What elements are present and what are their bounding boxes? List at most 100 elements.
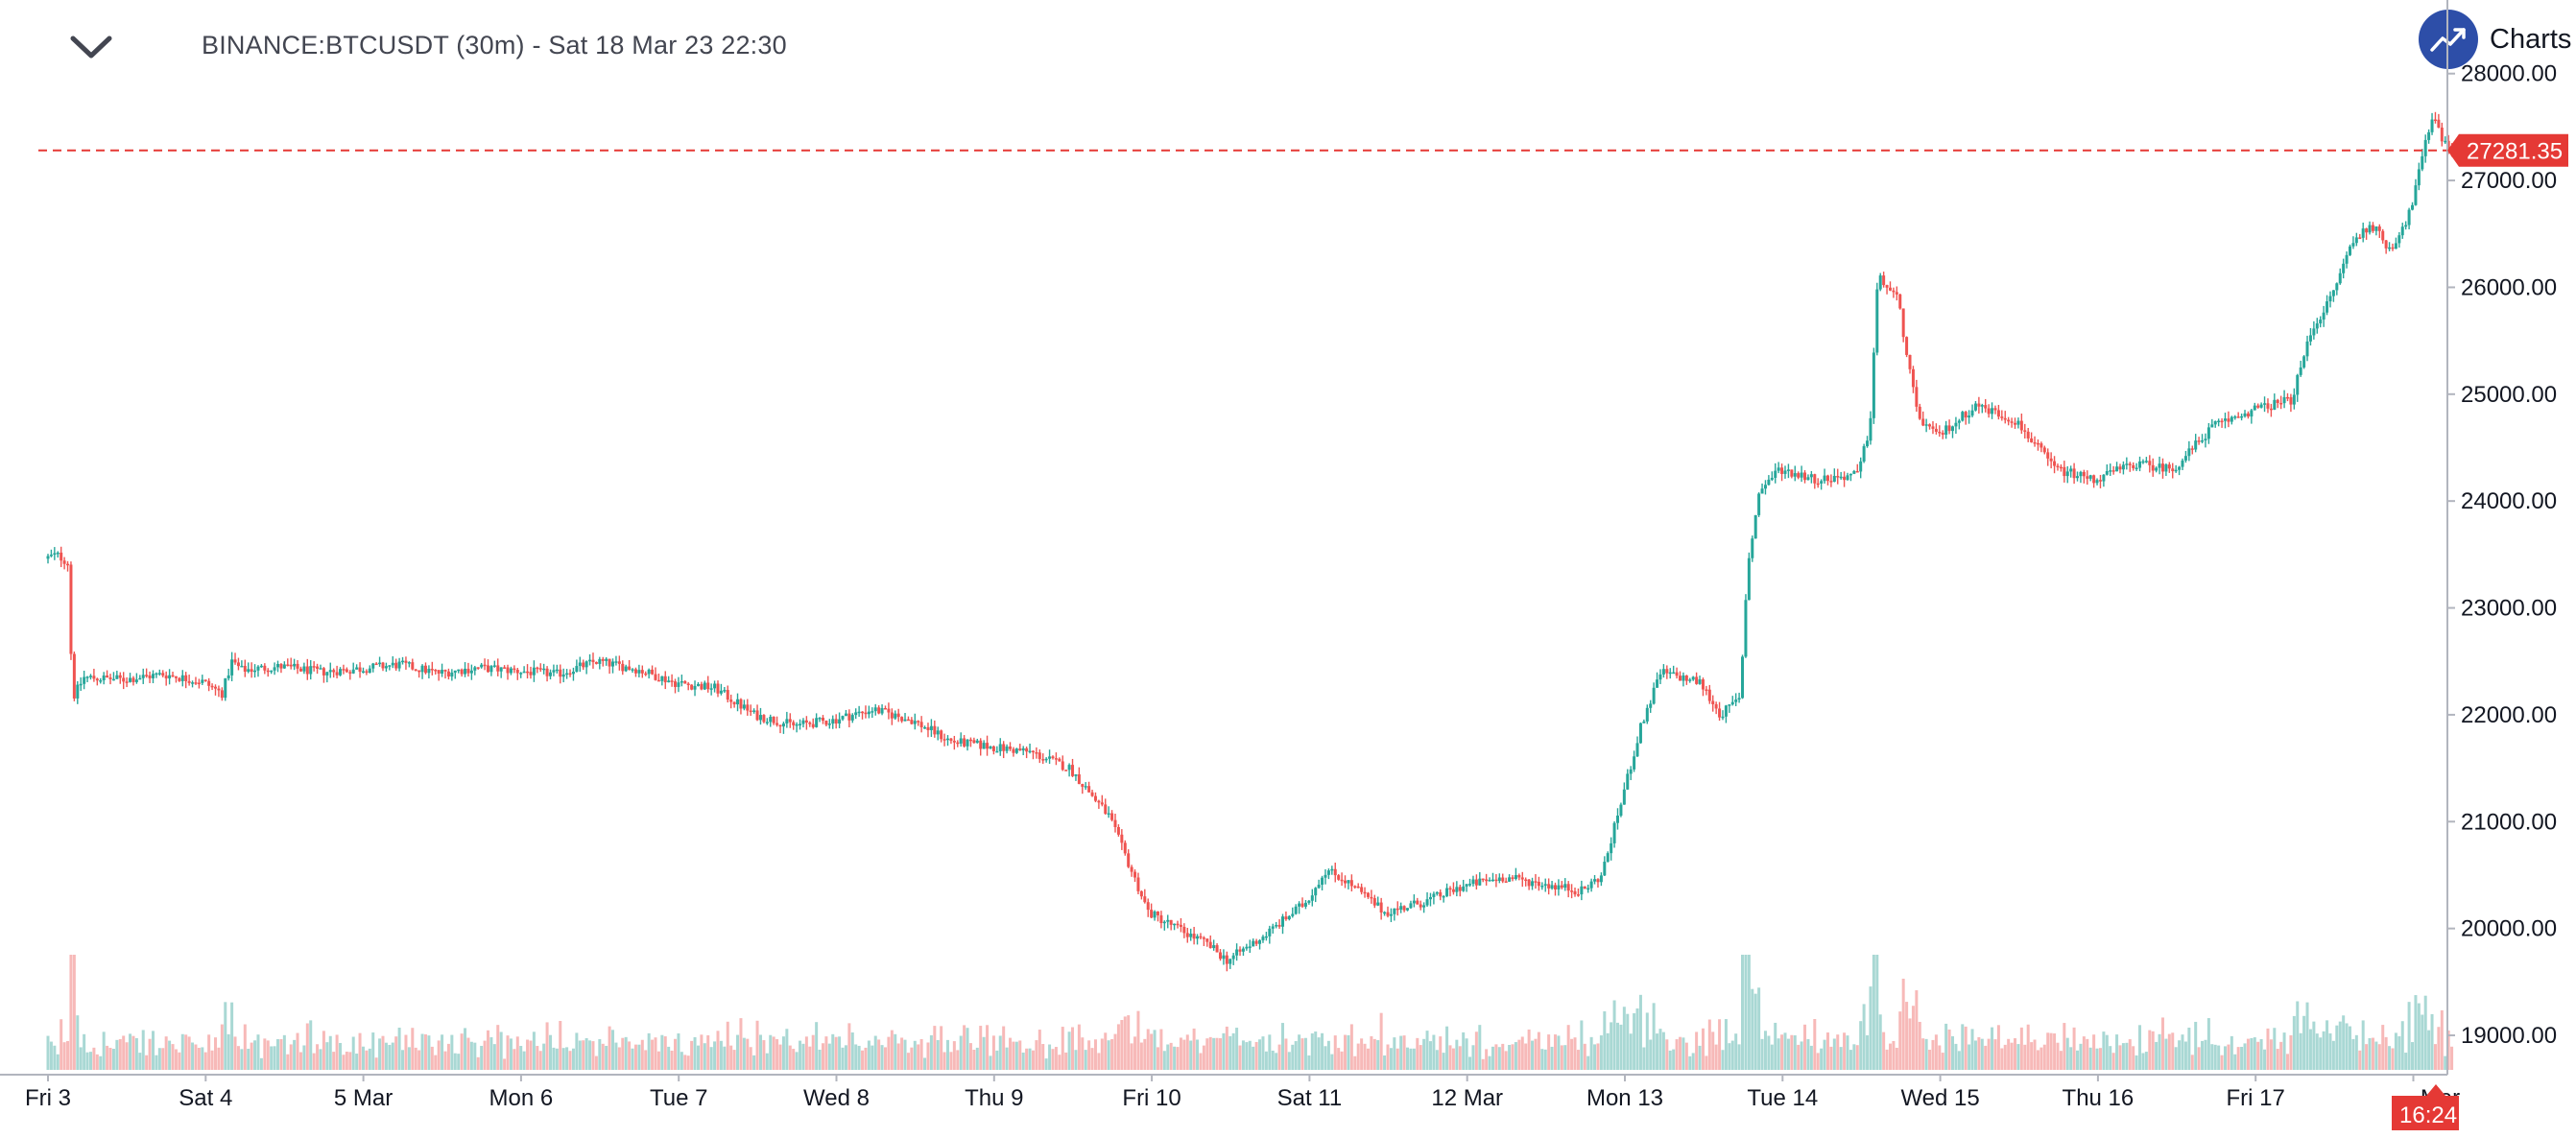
candle-body xyxy=(404,660,408,663)
candle-body xyxy=(1222,955,1226,960)
volume-bar xyxy=(1182,1039,1186,1070)
candle-body xyxy=(838,719,842,724)
candle-body xyxy=(1054,758,1058,760)
candle-body xyxy=(79,683,83,686)
volume-bar xyxy=(2042,1044,2046,1070)
volume-bar xyxy=(1934,1034,1938,1070)
volume-bar xyxy=(584,1037,588,1070)
volume-bar xyxy=(1892,1040,1896,1070)
price-axis[interactable]: 28000.0027000.0026000.0025000.0024000.00… xyxy=(2447,61,2557,1049)
candle-body xyxy=(1208,941,1212,949)
volume-bar xyxy=(2217,1045,2221,1070)
volume-bar xyxy=(381,1035,385,1070)
volume-bar xyxy=(1294,1041,1298,1070)
volume-bar xyxy=(1767,1035,1771,1070)
volume-bar xyxy=(286,1054,290,1070)
candle-body xyxy=(1116,826,1120,835)
candle-body xyxy=(1875,289,1879,353)
candle-body xyxy=(378,662,382,665)
candle-body xyxy=(1823,475,1826,482)
candle-body xyxy=(942,739,946,741)
volume-bar xyxy=(1202,1045,1205,1070)
candle-body xyxy=(2082,471,2086,477)
candle-body xyxy=(443,670,447,672)
candle-body xyxy=(2023,430,2027,432)
volume-bar xyxy=(1780,1034,1784,1070)
candle-body xyxy=(129,677,132,682)
volume-bar xyxy=(831,1033,835,1070)
volume-bar xyxy=(1707,1019,1711,1070)
candle-body xyxy=(2187,448,2191,457)
volume-bar xyxy=(1159,1029,1163,1070)
candle-body xyxy=(2039,443,2043,448)
candle-body xyxy=(2121,464,2125,470)
candle-body xyxy=(1035,752,1038,754)
volume-bar xyxy=(1275,1053,1278,1070)
candle-body xyxy=(1589,881,1593,889)
candle-body xyxy=(180,675,184,681)
candle-body xyxy=(2036,442,2039,445)
candle-body xyxy=(466,668,470,674)
time-tick-label: Fri 3 xyxy=(25,1085,71,1111)
volume-bar xyxy=(919,1039,923,1070)
candle-body xyxy=(1136,877,1140,891)
volume-bar xyxy=(1074,1050,1078,1070)
candle-body xyxy=(1878,275,1882,290)
candle-body xyxy=(92,676,96,679)
candle-body xyxy=(1846,475,1849,481)
volume-bar xyxy=(1150,1033,1154,1070)
candle-body xyxy=(1770,477,1774,480)
candle-body xyxy=(2331,290,2335,296)
volume-bar xyxy=(1688,1055,1692,1070)
candle-body xyxy=(503,667,507,669)
volume-bar xyxy=(2105,1034,2109,1070)
candle-body xyxy=(1120,834,1124,843)
volume-bar xyxy=(1012,1041,1015,1070)
volume-bar xyxy=(614,1042,618,1070)
volume-bar xyxy=(1534,1038,1538,1070)
volume-bar xyxy=(1573,1037,1577,1070)
volume-bar xyxy=(319,1049,322,1070)
candle-body xyxy=(217,688,221,691)
candle-body xyxy=(1100,802,1104,805)
candle-body xyxy=(538,668,542,670)
candle-body xyxy=(1596,879,1600,883)
volume-bar xyxy=(690,1040,694,1070)
volume-bar xyxy=(404,1034,408,1070)
candle-body xyxy=(1474,879,1478,886)
volume-bar xyxy=(824,1036,828,1070)
candle-body xyxy=(2171,468,2175,472)
volume-bar xyxy=(1448,1045,1452,1070)
candle-body xyxy=(1182,926,1186,934)
candle-body xyxy=(2299,367,2302,375)
candle-body xyxy=(236,662,240,667)
candle-body xyxy=(1383,912,1387,914)
candle-body xyxy=(680,680,683,683)
candle-body xyxy=(1964,412,1968,418)
candle-body xyxy=(1363,891,1367,894)
volume-bar xyxy=(443,1051,447,1070)
volume-bar xyxy=(1488,1055,1491,1070)
volume-bar xyxy=(1593,1044,1597,1070)
candle-body xyxy=(2417,169,2421,186)
volume-bar xyxy=(1071,1027,1075,1070)
candle-body xyxy=(1747,557,1751,601)
candle-body xyxy=(732,701,736,705)
volume-bar xyxy=(703,1043,706,1070)
volume-bar xyxy=(2335,1025,2339,1070)
candle-body xyxy=(1090,792,1094,796)
volume-bar xyxy=(1064,1052,1068,1070)
candle-body xyxy=(1901,308,1905,338)
candle-body xyxy=(1859,461,1863,472)
volume-bar xyxy=(1353,1055,1357,1070)
volume-bar xyxy=(1547,1034,1551,1070)
candle-body xyxy=(1370,896,1373,899)
volume-bar xyxy=(2033,1039,2037,1070)
candle-body xyxy=(2377,226,2381,231)
candle-body xyxy=(545,668,549,676)
volume-bar xyxy=(2210,1044,2214,1070)
collapse-button[interactable] xyxy=(58,17,125,75)
candle-body xyxy=(148,676,152,678)
